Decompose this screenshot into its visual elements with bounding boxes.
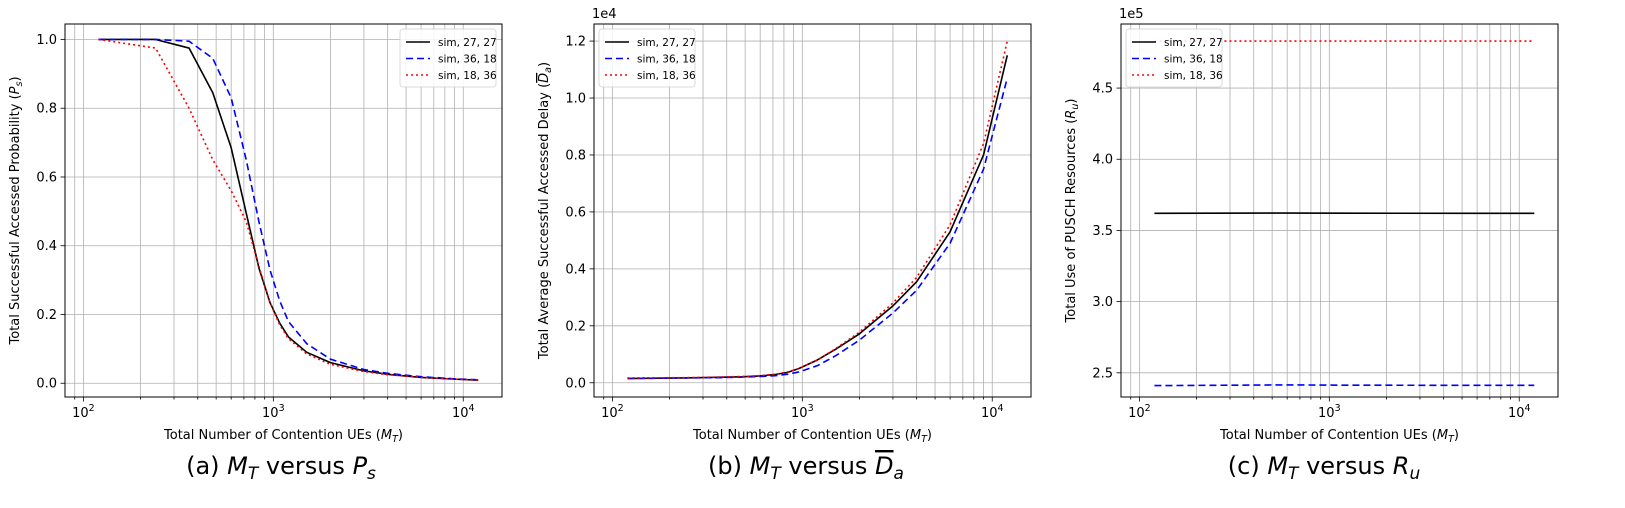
y-axis-label: Total Successful Accessed Probability (P…: [8, 76, 25, 345]
x-tick-label: 104: [452, 403, 475, 421]
series-line-2: [627, 77, 1009, 380]
legend-label-1: sim, 27, 27: [438, 37, 497, 49]
legend-label-2: sim, 36, 18: [637, 53, 696, 65]
y-tick-label: 0.6: [36, 170, 57, 185]
legend-box: [399, 28, 497, 88]
y-tick-label: 0.6: [565, 205, 586, 220]
y-tick-label: 4.0: [1092, 153, 1113, 168]
legend-label-3: sim, 18, 36: [637, 70, 696, 82]
y-tick-label: 3.0: [1092, 295, 1113, 310]
legend-label-2: sim, 36, 18: [1164, 53, 1223, 65]
plot-frame: [64, 23, 503, 398]
y-tick-label: 0.0: [565, 376, 586, 391]
y-tick-label: 1.0: [565, 92, 586, 107]
legend-box: [1125, 28, 1223, 88]
x-tick-label: 102: [1128, 403, 1151, 421]
series-group: [627, 40, 1009, 380]
y-tick-label: 4.5: [1092, 82, 1113, 97]
series-group: [1154, 40, 1535, 387]
series-line-2: [98, 38, 479, 381]
x-tick-label: 103: [262, 403, 285, 421]
y-tick-label: 2.5: [1092, 366, 1113, 381]
legend-label-2: sim, 36, 18: [438, 53, 497, 65]
x-tick-label: 102: [72, 403, 95, 421]
plot-frame: [593, 23, 1032, 398]
y-tick-label: 0.4: [565, 262, 586, 277]
legend-label-1: sim, 27, 27: [637, 37, 696, 49]
chart-panel-3: 102 103 104 2.5 3.0 3.5 4.0 4.5 1e5 Total Number …: [1064, 7, 1559, 484]
legend-box: [598, 28, 696, 88]
y-tick-label: 0.2: [565, 319, 586, 334]
y-tick-label: 0.0: [36, 377, 57, 392]
y-tick-label: 1.2: [565, 35, 586, 50]
x-axis-label: Total Number of Contention UEs (MT): [163, 428, 403, 445]
legend: sim, 27, 27 sim, 36, 18 sim, 18, 36: [399, 28, 497, 88]
chart-panel-1: 102 103 104 0.0 0.2 0.4 0.6 0.8 1.0 Total Number …: [8, 23, 503, 484]
x-tick-label: 104: [1508, 403, 1531, 421]
y-tick-label: 0.8: [36, 102, 57, 117]
legend: sim, 27, 27 sim, 36, 18 sim, 18, 36: [598, 28, 696, 88]
x-axis-label: Total Number of Contention UEs (MT): [1219, 428, 1459, 445]
x-tick-label: 102: [601, 403, 624, 421]
y-tick-label: 3.5: [1092, 224, 1113, 239]
x-axis-label: Total Number of Contention UEs (MT): [692, 428, 932, 445]
x-tick-label: 104: [981, 403, 1004, 421]
y-axis-label: Total Average Successful Accessed Delay …: [537, 62, 554, 360]
x-tick-label: 103: [1318, 403, 1341, 421]
legend: sim, 27, 27 sim, 36, 18 sim, 18, 36: [1125, 28, 1223, 88]
plot-frame: [1120, 23, 1559, 398]
y-offset-label: 1e5: [1119, 7, 1144, 22]
series-group: [98, 38, 479, 381]
y-tick-label: 1.0: [36, 33, 57, 48]
panel-caption: (c) MT versus Ru: [1228, 452, 1421, 484]
series-line-2: [1154, 384, 1535, 387]
panel-caption: (b) MT versus Da: [708, 452, 904, 484]
y-tick-label: 0.2: [36, 308, 57, 323]
legend-label-1: sim, 27, 27: [1164, 37, 1223, 49]
y-offset-label: 1e4: [592, 7, 617, 22]
legend-label-3: sim, 18, 36: [1164, 70, 1223, 82]
panel-caption: (a) MT versus Ps: [186, 452, 376, 484]
y-tick-label: 0.4: [36, 239, 57, 254]
y-axis-label: Total Use of PUSCH Resources (Ru): [1064, 99, 1081, 324]
x-tick-label: 103: [791, 403, 814, 421]
legend-label-3: sim, 18, 36: [438, 70, 497, 82]
chart-panel-2: 102 103 104 0.0 0.2 0.4 0.6 0.8 1.0 1.2 1e4 Total N…: [537, 7, 1032, 484]
y-tick-label: 0.8: [565, 148, 586, 163]
